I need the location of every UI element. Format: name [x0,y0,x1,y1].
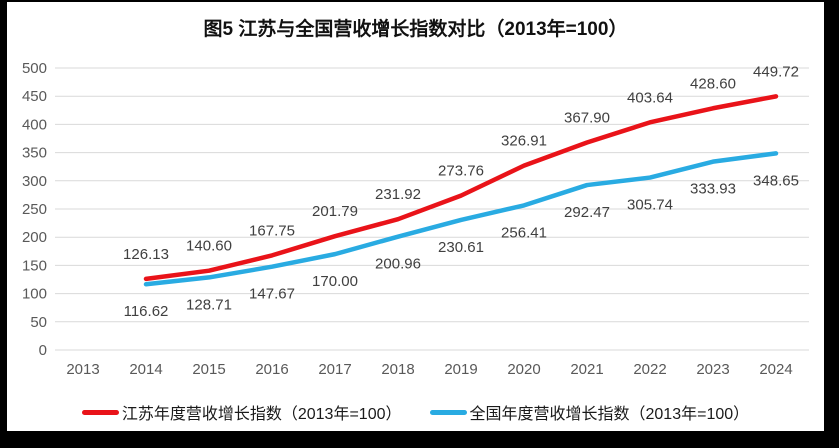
data-label: 305.74 [627,197,673,214]
y-tick-label: 100 [22,286,47,303]
national-line-swatch [429,409,467,415]
data-label: 231.92 [375,186,421,203]
x-tick-label: 2014 [129,361,162,378]
data-label: 403.64 [627,89,673,106]
line-chart-plot-area: 0 50 100 150 200 250 300 350 400 450 500 2013 2014 20… [22,60,809,378]
x-tick-label: 2018 [381,361,414,378]
y-tick-label: 200 [22,229,47,246]
y-tick-label: 50 [30,314,47,331]
data-label: 170.00 [312,273,358,290]
data-label: 126.13 [123,246,169,263]
data-label: 230.61 [438,239,484,256]
data-label: 449.72 [753,63,799,80]
national-legend-label: 全国年度营收增长指数（2013年=100） [469,406,750,423]
x-tick-label: 2023 [696,361,729,378]
legend: 江苏年度营收增长指数（2013年=100） 全国年度营收增长指数（2013年=1… [7,400,824,424]
x-tick-label: 2019 [444,361,477,378]
data-label: 348.65 [753,172,799,189]
data-label: 292.47 [564,204,610,221]
x-tick-label: 2016 [255,361,288,378]
y-tick-label: 250 [22,201,47,218]
jiangsu-legend-label: 江苏年度营收增长指数（2013年=100） [121,406,402,423]
chart-panel: 图5 江苏与全国营收增长指数对比（2013年=100） 0 50 100 150 200… [7,2,824,431]
data-label: 128.71 [186,296,232,313]
data-label: 256.41 [501,224,547,241]
data-label: 428.60 [690,75,736,92]
jiangsu-line-swatch [81,409,119,415]
data-label: 140.60 [186,238,232,255]
x-tick-label: 2022 [633,361,666,378]
y-tick-label: 300 [22,173,47,190]
legend-item-jiangsu: 江苏年度营收增长指数（2013年=100） [81,400,402,424]
data-label: 147.67 [249,286,295,303]
y-tick-label: 450 [22,88,47,105]
y-tick-label: 400 [22,116,47,133]
data-label: 326.91 [501,133,547,150]
data-label: 367.90 [564,110,610,127]
data-label: 201.79 [312,203,358,220]
y-tick-label: 0 [39,342,47,359]
x-tick-label: 2020 [507,361,540,378]
x-tick-label: 2021 [570,361,603,378]
data-label: 333.93 [690,181,736,198]
data-label: 167.75 [249,222,295,239]
x-tick-label: 2015 [192,361,225,378]
data-label: 273.76 [438,163,484,180]
series-line [143,151,779,287]
data-label: 200.96 [375,256,421,273]
series-line [143,94,779,282]
y-tick-label: 500 [22,60,47,77]
data-label: 116.62 [124,303,169,320]
chart-title: 图5 江苏与全国营收增长指数对比（2013年=100） [203,19,628,40]
legend-item-national: 全国年度营收增长指数（2013年=100） [429,400,750,424]
x-tick-label: 2017 [318,361,351,378]
y-tick-label: 350 [22,145,47,162]
y-tick-label: 150 [22,257,47,274]
x-tick-label: 2013 [66,361,99,378]
x-tick-label: 2024 [759,361,792,378]
